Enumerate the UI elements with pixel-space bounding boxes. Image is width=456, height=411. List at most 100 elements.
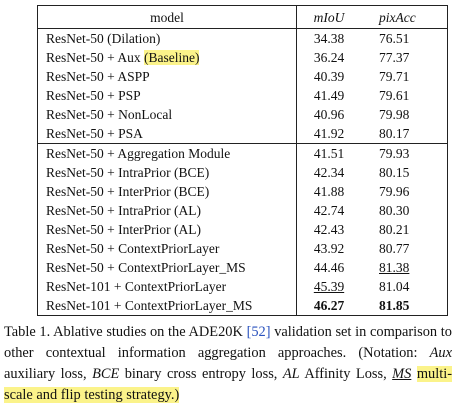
- metric-value: 80.77: [379, 241, 410, 256]
- model-name: ResNet-50 + NonLocal: [46, 107, 173, 122]
- value-cell: 80.30: [361, 201, 448, 220]
- caption-term: AL: [282, 366, 300, 382]
- model-cell: ResNet-50 + NonLocal: [37, 105, 297, 124]
- table-body: ResNet-50 (Dilation) 34.38 76.51 ResNet-50 …: [37, 28, 448, 316]
- model-cell: ResNet-50 + ContextPriorLayer_MS: [37, 258, 297, 277]
- value-cell: 80.15: [361, 163, 448, 182]
- model-cell: ResNet-50 + IntraPrior (AL): [37, 201, 297, 220]
- table-row: ResNet-50 + PSA 41.92 80.17: [37, 124, 448, 144]
- metric-value: 42.74: [313, 203, 345, 218]
- caption-term: BCE: [92, 366, 120, 382]
- table-row: ResNet-50 + ContextPriorLayer 43.92 80.77: [37, 239, 448, 258]
- value-cell: 45.39: [297, 277, 362, 296]
- header-cell: pixAcc: [361, 5, 448, 29]
- model-name: ResNet-50 + ASPP: [46, 69, 150, 84]
- results-table: model mIoU pixAcc ResNet-50 (Dilation) 34…: [37, 5, 448, 316]
- caption-text: Affinity Loss,: [299, 366, 393, 382]
- value-cell: 41.92: [297, 124, 362, 144]
- metric-value: 41.88: [313, 184, 345, 199]
- metric-value: 46.27: [313, 298, 345, 313]
- metric-value: 40.96: [313, 107, 345, 122]
- caption: Table 1. Ablative studies on the ADE20K …: [4, 322, 452, 406]
- model-cell: ResNet-101 + ContextPriorLayer_MS: [37, 296, 297, 316]
- model-cell: ResNet-101 + ContextPriorLayer: [37, 277, 297, 296]
- caption-term: MS: [392, 366, 412, 382]
- value-cell: 80.77: [361, 239, 448, 258]
- value-cell: 79.71: [361, 67, 448, 86]
- value-cell: 42.74: [297, 201, 362, 220]
- table-row: ResNet-101 + ContextPriorLayer 45.39 81.04: [37, 277, 448, 296]
- value-cell: 76.51: [361, 29, 448, 49]
- model-name: ResNet-50 + PSA: [46, 126, 143, 141]
- model-cell: ResNet-50 + InterPrior (AL): [37, 220, 297, 239]
- value-cell: 34.38: [297, 29, 362, 49]
- value-cell: 79.96: [361, 182, 448, 201]
- table-row: ResNet-50 + IntraPrior (AL) 42.74 80.30: [37, 201, 448, 220]
- model-cell: ResNet-50 + InterPrior (BCE): [37, 182, 297, 201]
- model-name: ResNet-50 + InterPrior (AL): [46, 222, 201, 237]
- model-name: ResNet-50 (Dilation): [46, 31, 161, 46]
- model-name: ResNet-50 + InterPrior (BCE): [46, 184, 210, 199]
- metric-value: 45.39: [313, 279, 345, 294]
- metric-value: 76.51: [379, 31, 410, 46]
- value-cell: 41.88: [297, 182, 362, 201]
- value-cell: 79.93: [361, 143, 448, 163]
- table-row: ResNet-50 + NonLocal 40.96 79.98: [37, 105, 448, 124]
- model-name: ResNet-101 + ContextPriorLayer_MS: [46, 298, 253, 313]
- caption-text: [411, 366, 416, 382]
- metric-value: 41.51: [313, 146, 345, 161]
- metric-value: 81.38: [379, 260, 410, 275]
- value-cell: 80.17: [361, 124, 448, 144]
- value-cell: 81.85: [361, 296, 448, 316]
- model-name: ResNet-50 + ContextPriorLayer_MS: [46, 260, 246, 275]
- metric-value: 79.93: [379, 146, 410, 161]
- metric-value: 36.24: [313, 50, 345, 65]
- table-row: ResNet-50 + ContextPriorLayer_MS 44.46 81.…: [37, 258, 448, 277]
- value-cell: 43.92: [297, 239, 362, 258]
- value-cell: 42.43: [297, 220, 362, 239]
- caption-text: validation set in comparison to other co…: [4, 324, 452, 361]
- metric-value: 79.98: [379, 107, 410, 122]
- metric-value: 79.96: [379, 184, 410, 199]
- metric-value: 43.92: [313, 241, 345, 256]
- value-cell: 40.39: [297, 67, 362, 86]
- value-cell: 44.46: [297, 258, 362, 277]
- table-row: ResNet-50 + Aggregation Module 41.51 79.93: [37, 143, 448, 163]
- header-row: model mIoU pixAcc: [37, 5, 448, 29]
- metric-value: 79.71: [379, 69, 410, 84]
- metric-value: 42.34: [313, 165, 345, 180]
- model-cell: ResNet-50 + ContextPriorLayer: [37, 239, 297, 258]
- value-cell: 40.96: [297, 105, 362, 124]
- table-row: ResNet-50 + InterPrior (BCE) 41.88 79.96: [37, 182, 448, 201]
- caption-text: auxiliary loss,: [4, 366, 93, 382]
- model-cell: ResNet-50 + ASPP: [37, 67, 297, 86]
- table-row: ResNet-50 (Dilation) 34.38 76.51: [37, 28, 448, 49]
- value-cell: 80.21: [361, 220, 448, 239]
- model-cell: ResNet-50 + Aux (Baseline): [37, 48, 297, 67]
- model-name: ResNet-50 + ContextPriorLayer: [46, 241, 220, 256]
- model-cell: ResNet-50 + PSP: [37, 86, 297, 105]
- metric-value: 80.17: [379, 126, 410, 141]
- table-row: ResNet-50 + Aux (Baseline) 36.24 77.37: [37, 48, 448, 67]
- caption-text: binary cross entropy loss,: [119, 366, 283, 382]
- metric-value: 77.37: [379, 50, 410, 65]
- metric-value: 42.43: [313, 222, 345, 237]
- metric-value: 79.61: [379, 88, 410, 103]
- metric-value: 44.46: [313, 260, 345, 275]
- baseline-tag: (Baseline): [143, 50, 200, 65]
- metric-value: 81.85: [379, 298, 410, 313]
- model-name: ResNet-50 + PSP: [46, 88, 141, 103]
- model-name: ResNet-101 + ContextPriorLayer: [46, 279, 227, 294]
- model-cell: ResNet-50 + Aggregation Module: [37, 143, 297, 163]
- value-cell: 42.34: [297, 163, 362, 182]
- model-name: ResNet-50 + Aux: [46, 50, 141, 65]
- model-cell: ResNet-50 (Dilation): [37, 28, 297, 48]
- value-cell: 81.38: [361, 258, 448, 277]
- model-cell: ResNet-50 + PSA: [37, 124, 297, 144]
- value-cell: 41.49: [297, 86, 362, 105]
- citation[interactable]: [52]: [246, 324, 271, 340]
- caption-text: Table 1. Ablative studies on the ADE20K: [4, 324, 247, 340]
- value-cell: 36.24: [297, 48, 362, 67]
- value-cell: 79.98: [361, 105, 448, 124]
